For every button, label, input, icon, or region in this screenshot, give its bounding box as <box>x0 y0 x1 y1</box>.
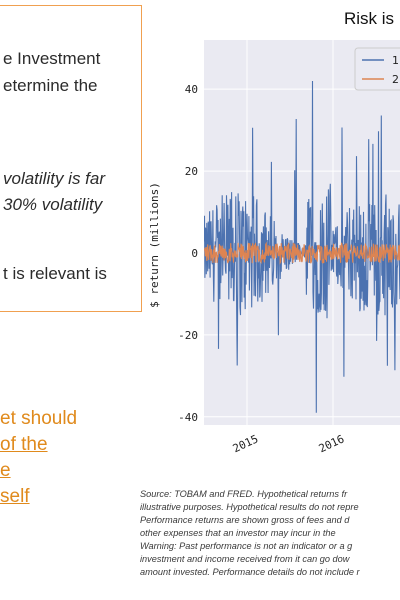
y-tick-label: -20 <box>178 329 198 342</box>
callout-box: e Investment etermine the volatility is … <box>0 5 142 312</box>
footnote-line-6: investment and income received from it c… <box>140 554 350 564</box>
callout-line-2: etermine the <box>3 76 98 95</box>
source-footnote: Source: TOBAM and FRED. Hypothetical ret… <box>140 488 400 579</box>
legend-label-2: 2 <box>392 73 399 86</box>
y-tick-label: 20 <box>185 165 198 178</box>
legend: 1 2 <box>354 47 400 91</box>
callout-line-3: volatility is far <box>3 169 106 188</box>
x-tick-label: 2015 <box>231 432 261 455</box>
footnote-line-1: Source: TOBAM and FRED. Hypothetical ret… <box>140 489 348 499</box>
callout-line-1: e Investment <box>3 49 101 68</box>
y-tick-label: 40 <box>185 83 198 96</box>
callout-line-5: t is relevant is <box>3 264 107 283</box>
chart-title: Risk is <box>344 9 395 28</box>
y-tick-label: -40 <box>178 411 198 424</box>
x-tick-label: 2016 <box>317 432 347 455</box>
x-ticks: 2015 2016 <box>231 432 347 455</box>
legend-label-1: 1 <box>392 54 399 67</box>
highlight-line-3[interactable]: e <box>0 460 11 481</box>
footnote-line-2: illustrative purposes. Hypothetical resu… <box>140 502 359 512</box>
return-chart: -40 -20 0 20 40 2015 2016 $ return (millions)… <box>148 40 400 455</box>
y-tick-label: 0 <box>191 247 198 260</box>
callout-line-4: 30% volatility <box>3 195 103 214</box>
footnote-line-3: Performance returns are shown gross of f… <box>140 515 350 525</box>
highlight-line-1: et should <box>0 408 78 429</box>
series-1-line <box>204 80 400 413</box>
footnote-line-5: Warning: Past performance is not an indi… <box>140 541 353 551</box>
highlight-line-4[interactable]: self <box>0 486 30 507</box>
y-axis-label: $ return (millions) <box>148 182 161 308</box>
y-ticks: -40 -20 0 20 40 <box>178 83 198 424</box>
footnote-line-4: other expenses that an investor may incu… <box>140 528 336 538</box>
footnote-line-7: amount invested. Performance details do … <box>140 567 360 577</box>
series-2-line <box>204 241 400 265</box>
highlight-line-2[interactable]: of the <box>0 434 48 455</box>
